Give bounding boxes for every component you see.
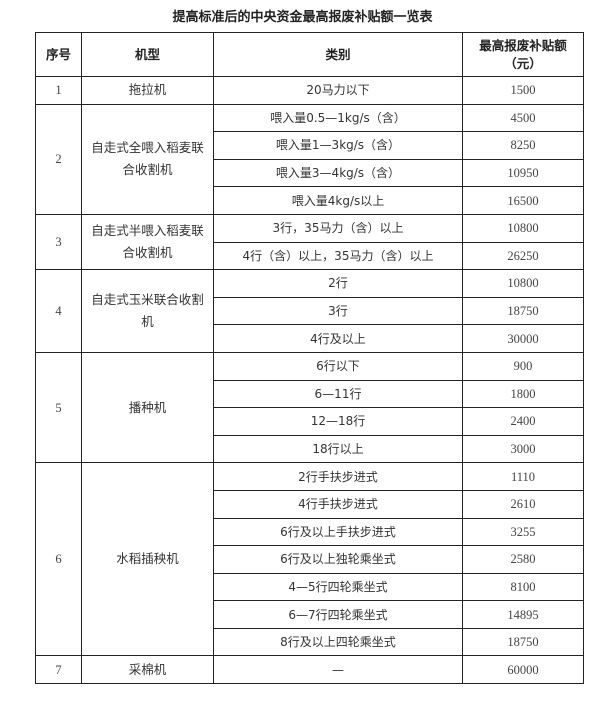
amount-cell: 1500 (462, 76, 584, 105)
model-cell: 自走式全喂入稻麦联合收割机 (81, 103, 214, 215)
model-cell: 自走式玉米联合收割机 (81, 269, 214, 353)
table-row: 12—18行 2400 (36, 407, 584, 436)
seq-cell: 4 (35, 269, 82, 353)
amount-cell: 1800 (462, 379, 584, 409)
amount-cell: 10800 (462, 269, 584, 298)
table-row: 2 自走式全喂入稻麦联合收割机 喂入量0.5—1kg/s（含） 4500 (35, 103, 584, 215)
category-cell: 2行手扶步进式 (213, 462, 463, 491)
amount-cell: 8100 (462, 572, 584, 602)
table-row: 4行（含）以上，35马力（含）以上 26250 (36, 241, 584, 271)
category-cell: 2行 (213, 269, 463, 298)
amount-cell: 4500 (462, 103, 584, 133)
amount-cell: 30000 (462, 324, 584, 353)
category-cell: 3行 (213, 296, 463, 326)
category-cell: 4行手扶步进式 (213, 489, 463, 519)
amount-cell: 1110 (462, 462, 584, 491)
table-row: 喂入量4kg/s以上 16500 (36, 186, 584, 215)
category-cell: 6—7行四轮乘坐式 (213, 600, 463, 629)
category-cell: 喂入量1—3kg/s（含） (213, 131, 463, 160)
amount-cell: 3255 (462, 517, 584, 547)
amount-cell: 10950 (462, 158, 584, 188)
category-cell: 喂入量4kg/s以上 (213, 186, 463, 215)
table-row: 6—7行四轮乘坐式 14895 (36, 600, 584, 629)
category-cell: — (213, 655, 463, 685)
page-title: 提高标准后的中央资金最高报废补贴额一览表 (172, 10, 433, 25)
category-cell: 喂入量3—4kg/s（含） (213, 158, 463, 188)
table-row: 3 自走式半喂入稻麦联合收割机 3行，35马力（含）以上 10800 (35, 213, 584, 271)
table-row: 8行及以上四轮乘坐式 18750 (36, 627, 584, 657)
category-cell: 6行以下 (213, 351, 463, 381)
header-model: 机型 (81, 32, 214, 77)
header-category: 类别 (213, 32, 463, 77)
table-row: 4—5行四轮乘坐式 8100 (36, 572, 584, 602)
category-cell: 20马力以下 (213, 76, 463, 105)
table-row: 3行 18750 (36, 296, 584, 326)
table-header-row: 序号 机型 类别 最高报废补贴额（元） (35, 32, 584, 77)
category-cell: 8行及以上四轮乘坐式 (213, 627, 463, 657)
header-amount: 最高报废补贴额（元） (462, 32, 584, 77)
category-cell: 4行（含）以上，35马力（含）以上 (213, 241, 463, 271)
table-row: 6—11行 1800 (36, 379, 584, 409)
seq-cell: 5 (35, 351, 82, 464)
seq-cell: 6 (35, 462, 82, 657)
table-row: 6行及以上手扶步进式 3255 (36, 517, 584, 547)
table-row: 5 播种机 6行以下 900 (35, 351, 584, 464)
model-cell: 播种机 (81, 351, 214, 464)
model-cell: 自走式半喂入稻麦联合收割机 (81, 213, 214, 271)
amount-cell: 10800 (462, 213, 584, 243)
table-row: 6行及以上独轮乘坐式 2580 (36, 545, 584, 574)
category-cell: 12—18行 (213, 407, 463, 436)
table-row: 4行及以上 30000 (36, 324, 584, 353)
amount-cell: 26250 (462, 241, 584, 271)
subsidy-table: 序号 机型 类别 最高报废补贴额（元） 1 拖拉机 20马力以下 1500 2 自走式全喂… (35, 32, 584, 685)
category-cell: 18行以上 (213, 434, 463, 464)
seq-cell: 3 (35, 213, 82, 271)
header-seq: 序号 (35, 32, 82, 77)
category-cell: 6—11行 (213, 379, 463, 409)
amount-cell: 18750 (462, 627, 584, 657)
amount-cell: 60000 (462, 655, 584, 685)
amount-cell: 2610 (462, 489, 584, 519)
table-row: 6 水稻插秧机 2行手扶步进式 1110 (35, 462, 584, 657)
amount-cell: 900 (462, 351, 584, 381)
amount-cell: 18750 (462, 296, 584, 326)
category-cell: 4行及以上 (213, 324, 463, 353)
amount-cell: 16500 (462, 186, 584, 215)
amount-cell: 2400 (462, 407, 584, 436)
amount-cell: 8250 (462, 131, 584, 160)
amount-cell: 2580 (462, 545, 584, 574)
category-cell: 4—5行四轮乘坐式 (213, 572, 463, 602)
category-cell: 6行及以上手扶步进式 (213, 517, 463, 547)
table-row: 18行以上 3000 (36, 434, 584, 464)
table-row: 1 拖拉机 20马力以下 1500 (35, 76, 584, 105)
seq-cell: 7 (35, 655, 82, 685)
category-cell: 6行及以上独轮乘坐式 (213, 545, 463, 574)
seq-cell: 1 (35, 76, 82, 105)
model-cell: 水稻插秧机 (81, 462, 214, 657)
model-cell: 采棉机 (81, 655, 214, 685)
table-body: 1 拖拉机 20马力以下 1500 2 自走式全喂入稻麦联合收割机 喂入量0.5—1kg/s… (35, 76, 584, 685)
model-cell: 拖拉机 (81, 76, 214, 105)
category-cell: 3行，35马力（含）以上 (213, 213, 463, 243)
table-row: 7 采棉机 —60000 (35, 655, 584, 685)
table-row: 喂入量1—3kg/s（含） 8250 (36, 131, 584, 160)
seq-cell: 2 (35, 103, 82, 215)
category-cell: 喂入量0.5—1kg/s（含） (213, 103, 463, 133)
amount-cell: 14895 (462, 600, 584, 629)
table-row: 4 自走式玉米联合收割机 2行 10800 (35, 269, 584, 353)
amount-cell: 3000 (462, 434, 584, 464)
